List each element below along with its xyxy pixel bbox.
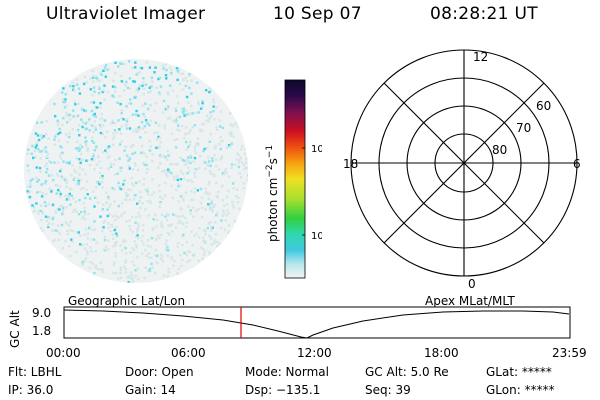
colorbar-tick-10: 10 (311, 231, 322, 242)
info-seq: Seq: 39 (365, 383, 411, 397)
orbit-xtick-0600: 06:00 (171, 346, 206, 360)
colorbar-unit-label: photon cm−2s−1 (265, 145, 280, 242)
orbit-ytick-high: 9.0 (32, 306, 52, 320)
orbit-xtick-1800: 18:00 (424, 346, 459, 360)
colorbar: 100 10 photon cm−2s−1 (265, 79, 322, 279)
time-label: 08:28:21 UT (430, 4, 538, 24)
lat-label-60: 60 (536, 99, 551, 113)
lat-label-80: 80 (492, 143, 507, 157)
info-filter: Flt: LBHL (8, 365, 62, 379)
colorbar-tick-100: 100 (311, 144, 322, 155)
mlt-label-12: 12 (473, 50, 488, 64)
polar-grid: 12 18 6 0 60 70 80 (343, 49, 581, 291)
info-dsp: Dsp: −135.1 (245, 383, 321, 397)
orbit-xtick-0000: 00:00 (46, 346, 81, 360)
orbit-ytick-low: 1.8 (32, 324, 52, 338)
orbit-plot (63, 306, 571, 339)
orbit-left-title: Geographic Lat/Lon (68, 294, 186, 308)
orbit-altitude-curve (63, 309, 570, 339)
info-gc-alt: GC Alt: 5.0 Re (365, 365, 449, 379)
date-label: 10 Sep 07 (273, 4, 362, 24)
orbit-xtick-2359: 23:59 (552, 346, 587, 360)
info-gain: Gain: 14 (125, 383, 176, 397)
info-ip: IP: 36.0 (8, 383, 54, 397)
mlt-label-6: 6 (573, 157, 581, 171)
app-title: Ultraviolet Imager (46, 4, 206, 24)
orbit-axis-label: GC Alt (8, 310, 22, 348)
info-glat: GLat: ***** (486, 365, 552, 379)
info-mode: Mode: Normal (245, 365, 329, 379)
orbit-xtick-1200: 12:00 (297, 346, 332, 360)
mlt-label-0: 0 (468, 277, 476, 291)
uv-image-disk (24, 59, 248, 283)
info-glon: GLon: ***** (486, 383, 555, 397)
orbit-right-title: Apex MLat/MLT (425, 294, 515, 308)
orbit-plot-frame (63, 306, 571, 339)
colorbar-gradient (284, 79, 306, 279)
lat-label-70: 70 (516, 121, 531, 135)
mlt-label-18: 18 (343, 157, 358, 171)
info-door: Door: Open (125, 365, 194, 379)
